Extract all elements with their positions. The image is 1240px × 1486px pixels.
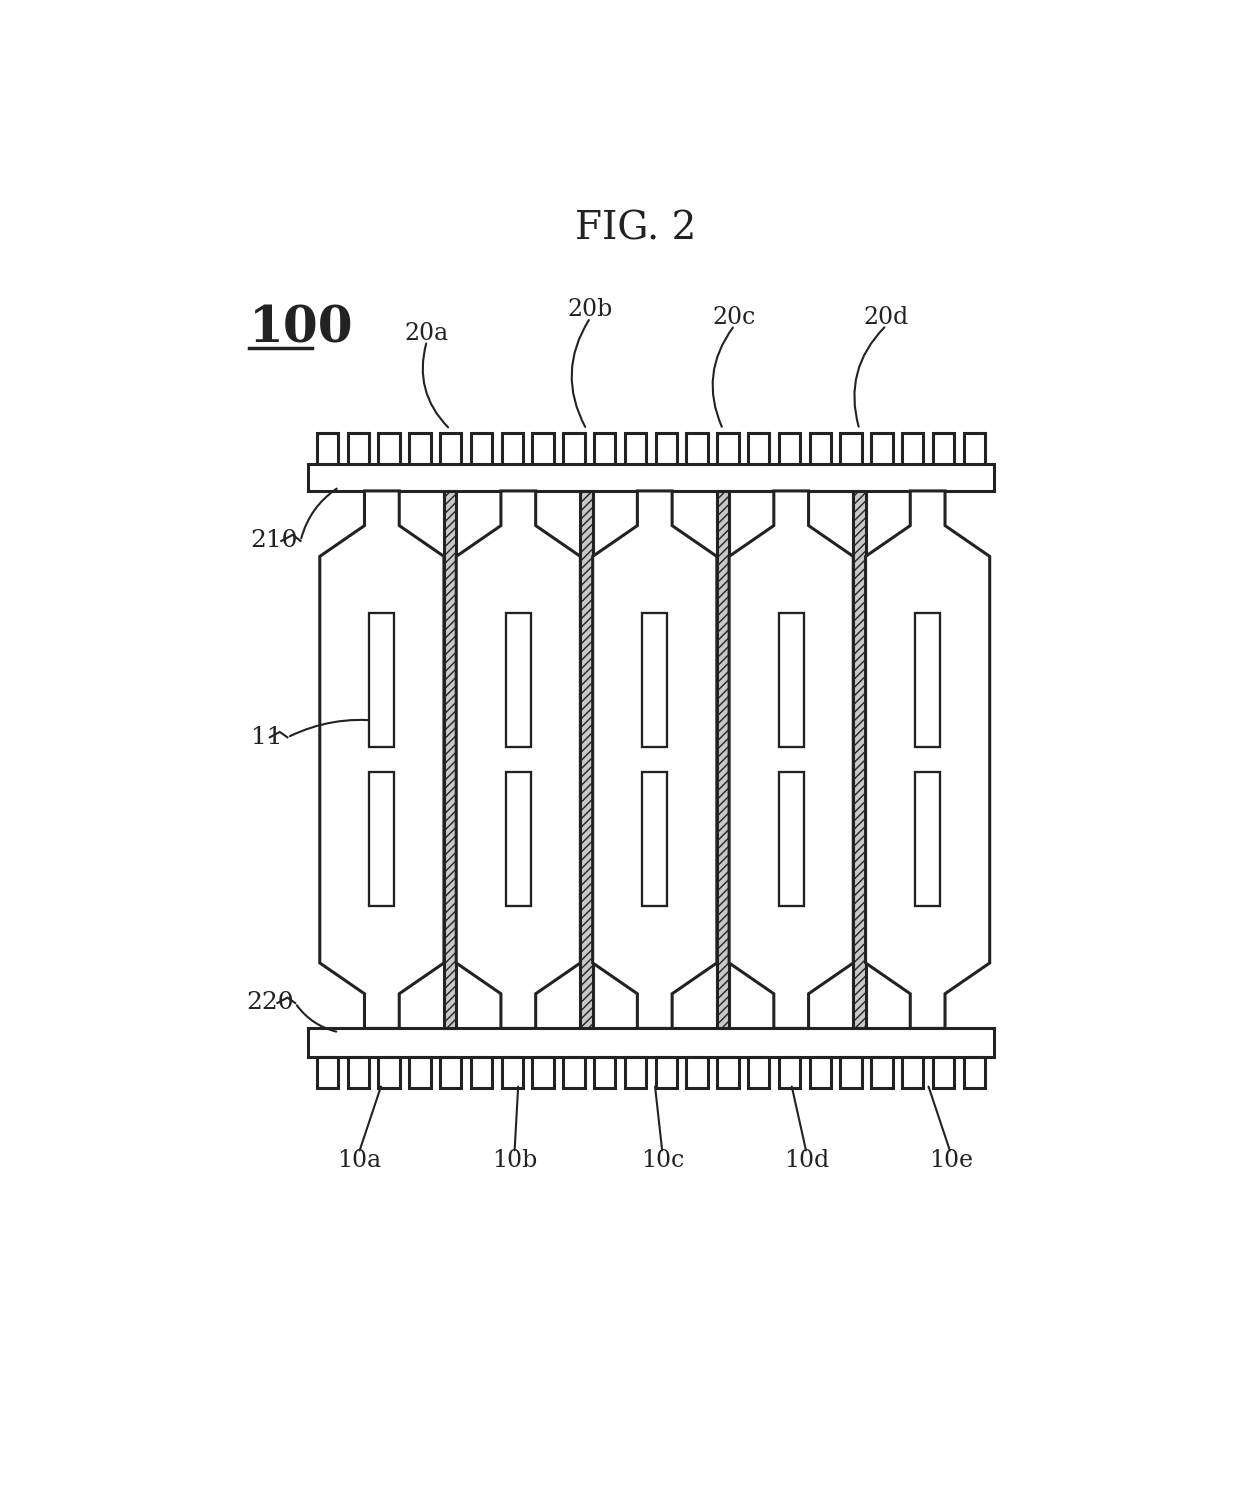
Bar bbox=[532, 1057, 554, 1088]
Bar bbox=[748, 1057, 770, 1088]
Bar bbox=[779, 771, 804, 906]
Bar bbox=[580, 490, 593, 1028]
Text: 100: 100 bbox=[249, 305, 353, 354]
Bar bbox=[625, 434, 646, 464]
Bar bbox=[347, 434, 370, 464]
Bar bbox=[841, 434, 862, 464]
Text: 10d: 10d bbox=[784, 1149, 830, 1172]
Bar bbox=[779, 614, 804, 747]
Bar bbox=[915, 614, 940, 747]
Bar bbox=[440, 434, 461, 464]
Polygon shape bbox=[729, 490, 853, 1028]
Bar bbox=[409, 434, 430, 464]
Bar bbox=[309, 464, 993, 490]
Bar bbox=[853, 490, 866, 1028]
Text: 210: 210 bbox=[250, 529, 298, 553]
Bar bbox=[717, 1057, 739, 1088]
Bar bbox=[532, 434, 554, 464]
Bar bbox=[378, 1057, 399, 1088]
Bar bbox=[872, 434, 893, 464]
Bar bbox=[594, 1057, 615, 1088]
Text: 10b: 10b bbox=[492, 1149, 537, 1172]
Bar bbox=[440, 1057, 461, 1088]
Polygon shape bbox=[866, 490, 990, 1028]
Bar bbox=[810, 1057, 831, 1088]
Bar bbox=[501, 434, 523, 464]
Bar bbox=[506, 771, 531, 906]
Bar bbox=[594, 434, 615, 464]
Bar bbox=[686, 1057, 708, 1088]
Bar bbox=[563, 434, 585, 464]
Bar bbox=[963, 1057, 985, 1088]
Bar bbox=[779, 1057, 800, 1088]
Bar bbox=[963, 434, 985, 464]
Bar bbox=[370, 771, 394, 906]
Bar bbox=[872, 1057, 893, 1088]
Polygon shape bbox=[593, 490, 717, 1028]
Bar bbox=[471, 1057, 492, 1088]
Text: 20a: 20a bbox=[405, 321, 449, 345]
Text: 220: 220 bbox=[247, 991, 294, 1015]
Bar bbox=[642, 771, 667, 906]
Bar bbox=[378, 434, 399, 464]
Bar bbox=[779, 434, 800, 464]
Bar bbox=[506, 614, 531, 747]
Bar bbox=[901, 1057, 924, 1088]
Bar bbox=[316, 1057, 339, 1088]
Bar bbox=[563, 1057, 585, 1088]
Bar bbox=[444, 490, 456, 1028]
Text: 11: 11 bbox=[250, 725, 281, 749]
Bar bbox=[409, 1057, 430, 1088]
Bar bbox=[901, 434, 924, 464]
Text: 10e: 10e bbox=[929, 1149, 973, 1172]
Text: 20c: 20c bbox=[713, 306, 756, 330]
Bar bbox=[309, 1028, 993, 1057]
Bar bbox=[932, 434, 955, 464]
Text: FIG. 2: FIG. 2 bbox=[575, 211, 696, 248]
Bar bbox=[748, 434, 770, 464]
Bar bbox=[915, 771, 940, 906]
Bar bbox=[717, 434, 739, 464]
Polygon shape bbox=[320, 490, 444, 1028]
Bar bbox=[642, 614, 667, 747]
Bar bbox=[656, 1057, 677, 1088]
Bar bbox=[625, 1057, 646, 1088]
Polygon shape bbox=[456, 490, 580, 1028]
Bar bbox=[316, 434, 339, 464]
Bar bbox=[501, 1057, 523, 1088]
Bar bbox=[810, 434, 831, 464]
Bar bbox=[841, 1057, 862, 1088]
Bar bbox=[932, 1057, 955, 1088]
Text: 10c: 10c bbox=[641, 1149, 684, 1172]
Text: 10a: 10a bbox=[337, 1149, 381, 1172]
Text: 20d: 20d bbox=[864, 306, 909, 330]
Bar bbox=[717, 490, 729, 1028]
Bar bbox=[656, 434, 677, 464]
Text: 20b: 20b bbox=[568, 299, 613, 321]
Bar bbox=[370, 614, 394, 747]
Bar bbox=[471, 434, 492, 464]
Bar bbox=[347, 1057, 370, 1088]
Bar bbox=[686, 434, 708, 464]
